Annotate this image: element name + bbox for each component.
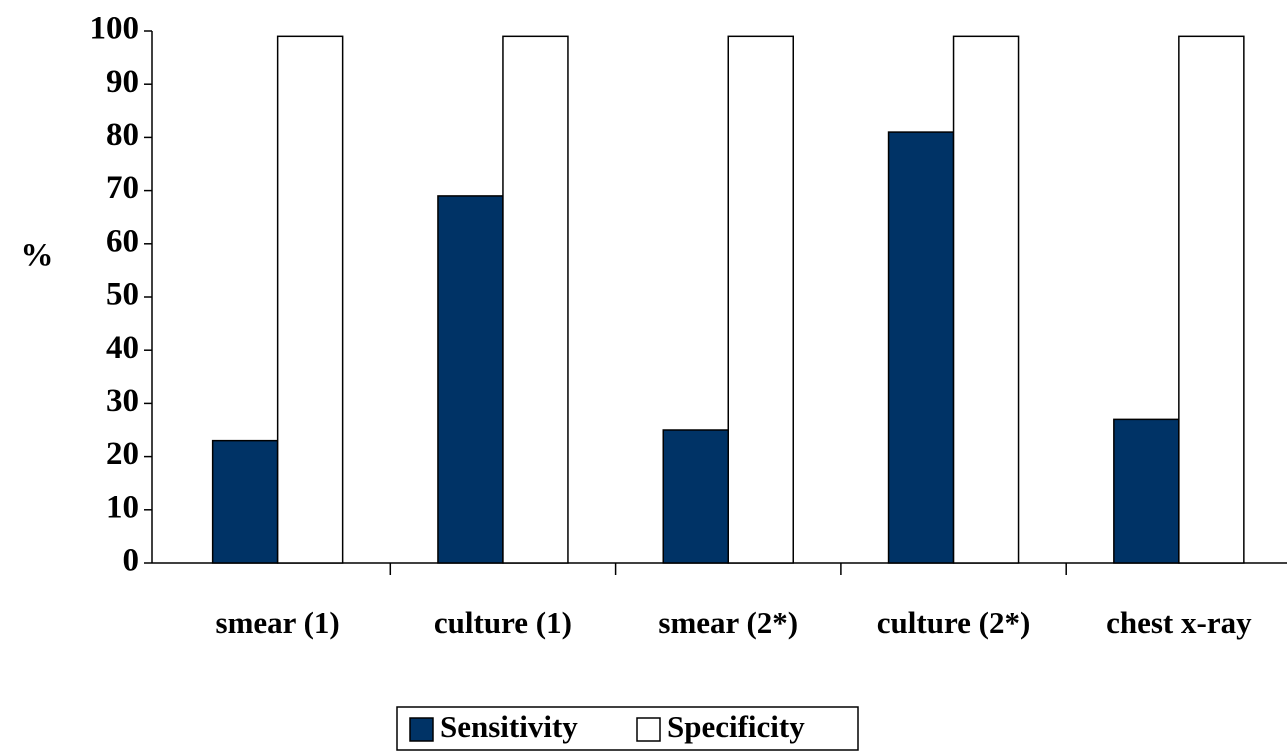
legend-label: Specificity (667, 709, 805, 744)
x-tick-label: smear (2*) (658, 605, 798, 640)
legend-swatch (636, 717, 661, 742)
y-tick-label: 0 (123, 543, 140, 579)
legend-swatch (409, 717, 434, 742)
bar (662, 429, 729, 564)
bar (437, 195, 504, 564)
x-tick-label: culture (2*) (877, 605, 1031, 640)
bar (211, 439, 279, 564)
y-tick-label: 40 (106, 330, 139, 366)
y-tick-label: 20 (106, 436, 139, 472)
bar (1178, 35, 1245, 564)
y-tick-label: 50 (106, 277, 139, 313)
y-tick-label: 30 (106, 383, 139, 419)
x-tick-label: chest x-ray (1106, 605, 1252, 640)
x-tick-label: culture (1) (434, 605, 572, 640)
y-tick-label: 10 (106, 489, 139, 525)
bar (1113, 418, 1180, 564)
bar (727, 35, 794, 564)
legend-box (396, 706, 859, 751)
y-axis-label: % (21, 238, 54, 274)
legend-label: Sensitivity (440, 709, 578, 744)
bar (502, 35, 569, 564)
bar (276, 35, 344, 564)
x-tick-label: smear (1) (216, 605, 340, 640)
y-tick-label: 80 (106, 117, 139, 153)
bar (952, 35, 1020, 564)
y-tick-label: 100 (90, 11, 140, 47)
y-tick-label: 70 (106, 170, 139, 206)
y-tick-label: 90 (106, 64, 139, 100)
y-tick-label: 60 (106, 223, 139, 259)
bar (887, 131, 955, 564)
